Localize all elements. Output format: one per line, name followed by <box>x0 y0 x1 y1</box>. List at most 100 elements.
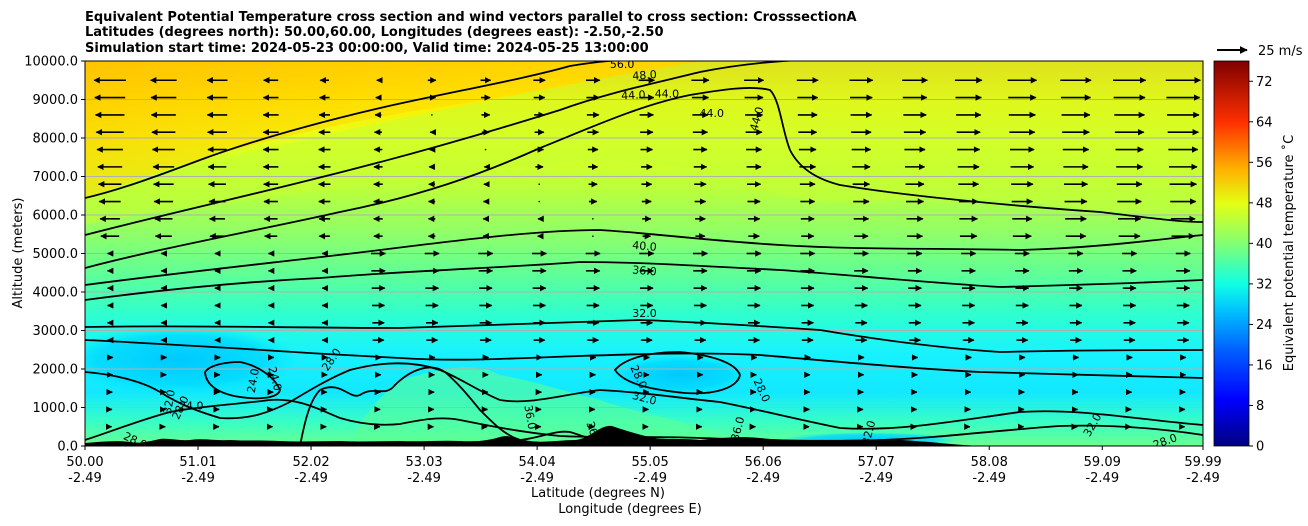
warm-region <box>85 61 700 200</box>
x-tick-label-lon: -2.49 <box>746 471 780 486</box>
contour-28-loop <box>613 351 741 395</box>
contour-label: 44.0 <box>655 88 680 101</box>
y-tick-label: 8000.0 <box>33 132 79 147</box>
contour-label: 36.0 <box>632 263 658 278</box>
contour-label: 44.0 <box>621 88 646 102</box>
x-tick-label-lon: -2.49 <box>633 471 667 486</box>
y-axis-label: Altitude (meters) <box>11 198 26 309</box>
contour-label: 40.0 <box>632 239 658 254</box>
contour-lines <box>85 61 1203 446</box>
y-tick-label: 2000.0 <box>33 363 79 378</box>
x-tick-label-lon: -2.49 <box>859 471 893 486</box>
colorbar-tick-label: 8 <box>1256 399 1264 414</box>
x-tick-label-lon: -2.49 <box>407 471 441 486</box>
contour-label: 36.0 <box>728 415 747 442</box>
contour-44 <box>85 87 1203 269</box>
title-line-2: Latitudes (degrees north): 50.00,60.00, … <box>85 25 664 40</box>
y-tick-label: 0.0 <box>57 440 78 455</box>
x-tick-label-lat: 57.07 <box>858 455 895 470</box>
title-line-3: Simulation start time: 2024-05-23 00:00:… <box>85 41 649 56</box>
contour-label: 36.0 <box>521 404 538 430</box>
x-tick-label-lat: 52.02 <box>292 455 329 470</box>
chart-title: Equivalent Potential Temperature cross s… <box>85 10 857 56</box>
x-tick-label-lon: -2.49 <box>294 471 328 486</box>
y-tick-label: 9000.0 <box>33 93 79 108</box>
colorbar-tick-label: 56 <box>1256 156 1273 171</box>
contour-36-surface <box>299 366 621 446</box>
colorbar-tick-label: 40 <box>1256 237 1273 252</box>
contour-56 <box>85 61 621 199</box>
contour-label: 44.0 <box>699 107 724 120</box>
x-tick-label-lon: -2.49 <box>1085 471 1119 486</box>
colorbar-tick-label: 24 <box>1256 318 1273 333</box>
contour-label: 24.0 <box>265 365 284 392</box>
colorbar-tick-label: 32 <box>1256 277 1273 292</box>
contour-24-loop <box>204 361 281 400</box>
y-tick-label: 4000.0 <box>33 286 79 301</box>
colorbar-tick-label: 16 <box>1256 358 1273 373</box>
wind-vector <box>592 218 594 220</box>
contour-28-surface <box>85 398 1203 442</box>
contour-label: 28.0 <box>811 438 836 451</box>
y-tick-label: 6000.0 <box>33 209 79 224</box>
x-tick-label-lat: 58.08 <box>971 455 1008 470</box>
x-tick-label-lat: 59.09 <box>1084 455 1121 470</box>
title-line-1: Equivalent Potential Temperature cross s… <box>85 10 857 25</box>
cold-pool-center <box>610 355 750 395</box>
contour-label: 48.0 <box>632 68 657 83</box>
wind-vector <box>431 114 433 116</box>
wind-vector <box>538 200 540 203</box>
contour-28-upper <box>85 339 1203 379</box>
contour-label: 24.0 <box>179 400 204 413</box>
x-axis-label-2: Longitude (degrees E) <box>558 502 702 517</box>
colorbar-ticks: 0 8 16 24 32 40 48 56 64 72 <box>1249 75 1273 455</box>
y-tick-label: 1000.0 <box>33 401 79 416</box>
colorbar-tick-label: 72 <box>1256 75 1273 90</box>
contour-36 <box>85 261 1203 301</box>
x-tick-label-lat: 56.06 <box>745 455 782 470</box>
y-tick-label: 3000.0 <box>33 324 79 339</box>
contour-labels: 56.048.0 44.0 44.0 44.0 44.0 40.0 36.0 32.0 28.0… <box>121 58 1179 451</box>
y-tick-label: 7000.0 <box>33 170 79 185</box>
x-axis-ticks: 50.00-2.4951.01-2.4952.02-2.4953.03-2.49… <box>66 446 1222 486</box>
x-tick-label-lon: -2.49 <box>181 471 215 486</box>
contour-label: 32.0 <box>859 419 878 446</box>
x-tick-label-lon: -2.49 <box>68 471 102 486</box>
x-tick-label-lon: -2.49 <box>972 471 1006 486</box>
quiver-key: 25 m/s <box>1217 44 1303 59</box>
x-axis-label: Latitude (degrees N) <box>531 486 665 501</box>
x-tick-label-lat: 50.00 <box>66 455 103 470</box>
contour-label: 24.0 <box>245 367 262 393</box>
wind-vector <box>484 148 487 151</box>
colorbar-label: Equivalent potential temperature ˚C <box>1281 135 1297 371</box>
colorbar-tick-label: 0 <box>1256 440 1264 455</box>
wind-vector <box>538 183 540 185</box>
terrain <box>85 425 990 446</box>
contour-label: 32.0 <box>632 307 657 320</box>
colorbar-ramp <box>1213 60 1250 447</box>
contour-label: 44.0 <box>748 105 767 132</box>
contour-label: 28.0 <box>744 438 769 451</box>
contour-32-lower <box>85 362 1203 430</box>
plot-area: 56.048.0 44.0 44.0 44.0 44.0 40.0 36.0 32.0 28.0… <box>85 58 1203 451</box>
colorbar-tick-label: 64 <box>1256 115 1273 130</box>
contour-label: 56.0 <box>610 58 635 71</box>
x-tick-label-lon: -2.49 <box>520 471 554 486</box>
wind-vectors <box>93 77 1201 430</box>
contour-40 <box>85 229 1203 286</box>
y-tick-label: 5000.0 <box>33 247 79 262</box>
y-tick-label: 10000.0 <box>24 55 78 70</box>
x-tick-label-lat: 59.99 <box>1184 455 1221 470</box>
x-tick-label-lat: 55.05 <box>632 455 669 470</box>
wind-vector <box>592 235 594 237</box>
colorbar: 0 8 16 24 32 40 48 56 64 72 Equivalent potential … <box>1213 60 1297 455</box>
contour-label: 32.0 <box>161 389 178 415</box>
x-tick-label-lat: 51.01 <box>179 455 216 470</box>
colorbar-tick-label: 48 <box>1256 196 1273 211</box>
x-tick-label-lat: 54.04 <box>519 455 556 470</box>
contour-label: 32.0 <box>631 389 658 408</box>
x-tick-label-lat: 53.03 <box>405 455 442 470</box>
quiver-key-label: 25 m/s <box>1258 44 1303 59</box>
y-axis-ticks: 0.0 1000.0 2000.0 3000.0 4000.0 5000.0 6000.0 7… <box>24 55 85 455</box>
